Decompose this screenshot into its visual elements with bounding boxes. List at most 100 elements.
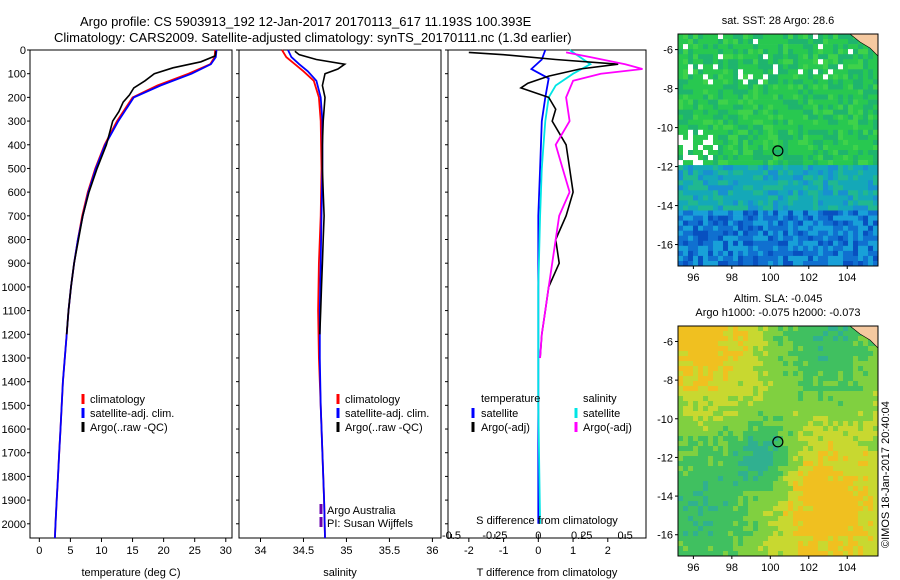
sst-map-cell xyxy=(758,160,764,166)
sst-map-cell xyxy=(698,235,704,242)
sla-map-cell xyxy=(748,526,754,532)
sst-map-cell xyxy=(793,69,799,75)
sst-map-cell xyxy=(733,245,739,252)
sst-map-cell xyxy=(728,150,734,156)
sst-map-cell xyxy=(858,64,864,70)
sst-map-cell xyxy=(758,230,764,237)
sla-map-cell xyxy=(828,541,834,547)
sla-map-cell xyxy=(728,516,734,522)
sla-map-cell xyxy=(683,461,689,467)
sst-map-cell xyxy=(818,210,824,216)
sla-map-cell xyxy=(783,486,789,492)
sla-map-cell xyxy=(743,441,749,447)
sst-map-cell xyxy=(798,89,804,95)
sst-map-cell xyxy=(753,124,759,131)
sst-map-cell xyxy=(713,69,719,75)
sst-map-cell xyxy=(753,74,759,80)
sla-map-cell xyxy=(858,486,864,492)
sst-map-cell xyxy=(763,230,769,237)
sst-map-cell xyxy=(718,69,724,75)
sst-map-cell xyxy=(718,175,724,181)
sst-map-cell xyxy=(748,145,754,151)
sst-map-cell xyxy=(848,261,854,267)
sla-map-cell xyxy=(808,496,814,502)
sla-map-cell xyxy=(703,466,709,472)
sla-map-cell xyxy=(678,346,684,352)
sla-map-cell xyxy=(858,446,864,452)
sst-map-cell xyxy=(753,160,759,166)
sla-map-cell xyxy=(848,401,854,407)
sst-map-cell xyxy=(868,235,874,242)
sla-map-cell xyxy=(808,426,814,432)
depth-tick-label: 300 xyxy=(8,116,26,128)
sla-map-cell xyxy=(783,471,789,477)
sla-map-cell xyxy=(858,426,864,432)
sla-map-cell xyxy=(858,351,864,357)
sla-map-cell xyxy=(683,526,689,532)
sst-map-cell xyxy=(798,245,804,252)
sst-map-cell xyxy=(823,230,829,237)
sla-map-cell xyxy=(763,501,769,507)
sst-map-cell xyxy=(688,185,694,191)
sst-map-cell xyxy=(848,119,854,126)
sst-map-cell xyxy=(818,155,824,161)
sla-map-cell xyxy=(688,516,694,522)
sst-map-cell xyxy=(698,64,704,70)
sla-map-cell xyxy=(678,491,684,497)
sla-map-cell xyxy=(708,501,714,507)
sla-map-cell xyxy=(723,386,729,392)
sst-map-cell xyxy=(748,114,754,121)
sst-map-cell xyxy=(738,150,744,156)
sla-map-cell xyxy=(713,431,719,437)
sla-map-cell xyxy=(693,336,699,342)
sla-map-cell xyxy=(728,351,734,357)
sla-map-cell xyxy=(858,371,864,377)
sst-map-cell xyxy=(743,205,749,211)
sla-map-cell xyxy=(823,541,829,547)
sst-map-cell xyxy=(843,89,849,95)
sst-map-cell xyxy=(698,145,704,151)
sst-map-cell xyxy=(763,99,769,105)
sla-map-cell xyxy=(798,446,804,452)
sla-map-cell xyxy=(738,396,744,402)
sla-map-cell xyxy=(828,546,834,552)
sst-map-cell xyxy=(718,150,724,156)
sst-map-cell xyxy=(783,134,789,141)
salinity-series-line xyxy=(287,49,326,539)
sla-map-cell xyxy=(858,501,864,507)
sla-map-cell xyxy=(683,551,689,557)
sla-map-cell xyxy=(748,516,754,522)
sst-map-cell xyxy=(853,155,859,161)
sla-map-cell xyxy=(853,551,859,557)
sst-map-cell xyxy=(843,155,849,161)
sla-map-cell xyxy=(723,501,729,507)
sla-map-cell xyxy=(708,361,714,367)
sla-map-cell xyxy=(743,396,749,402)
sst-map-cell xyxy=(863,114,869,121)
sst-map-cell xyxy=(873,69,879,75)
sst-map-cell xyxy=(843,145,849,151)
sst-map-cell xyxy=(768,94,774,100)
sst-map-cell xyxy=(793,225,799,232)
sst-map-cell xyxy=(823,114,829,121)
sst-map-cell xyxy=(713,155,719,161)
sla-map-cell xyxy=(793,486,799,492)
sla-map-cell xyxy=(828,501,834,507)
sla-map-cell xyxy=(738,391,744,397)
sla-map-cell xyxy=(778,481,784,487)
sst-map-cell xyxy=(783,139,789,146)
sla-map-cell xyxy=(808,456,814,462)
sla-map-cell xyxy=(853,496,859,502)
sla-map-cell xyxy=(758,346,764,352)
sla-map-cell xyxy=(708,481,714,487)
sla-map-cell xyxy=(723,521,729,527)
sla-map-cell xyxy=(723,371,729,377)
sla-map-cell xyxy=(833,351,839,357)
sst-map-cell xyxy=(768,134,774,141)
sst-map-cell xyxy=(728,160,734,166)
sla-map-cell xyxy=(798,526,804,532)
sst-map-cell xyxy=(868,134,874,141)
sst-map-cell xyxy=(858,129,864,136)
temperature-xtick-label: 30 xyxy=(220,545,232,557)
sla-map-cell xyxy=(793,386,799,392)
